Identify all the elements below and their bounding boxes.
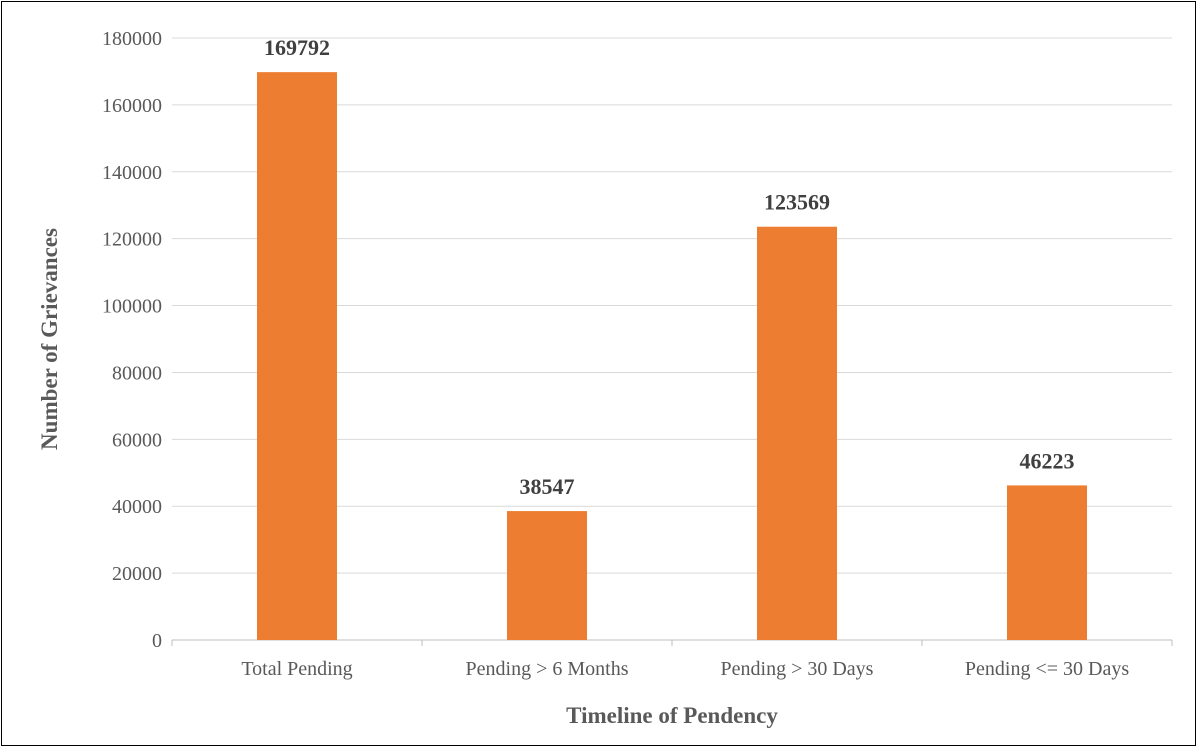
bar: [757, 226, 837, 640]
bars: [257, 72, 1087, 641]
bar: [1007, 485, 1087, 640]
y-tick-label: 100000: [102, 296, 162, 318]
bar-data-label: 123569: [764, 190, 830, 215]
bar: [257, 72, 337, 641]
bar: [507, 511, 587, 640]
y-tick-label: 0: [152, 630, 162, 652]
bar-data-label: 169792: [264, 35, 330, 60]
x-tick-label: Total Pending: [241, 658, 352, 680]
bar-data-label: 38547: [520, 474, 575, 499]
y-tick-label: 180000: [102, 28, 162, 50]
x-axis-ticks: Total Pending Pending > 6 Months Pending >…: [241, 658, 1129, 680]
x-tick-label: Pending <= 30 Days: [965, 658, 1129, 680]
y-axis-ticks: 0 20000 40000 60000 80000 100000 120000 140000 1…: [102, 28, 162, 652]
y-axis-title: Number of Grievances: [37, 228, 62, 450]
y-tick-label: 40000: [112, 496, 162, 518]
y-tick-label: 160000: [102, 95, 162, 117]
gridlines: [171, 37, 1173, 646]
y-tick-label: 140000: [102, 162, 162, 184]
y-tick-label: 120000: [102, 229, 162, 251]
bar-data-label: 46223: [1020, 448, 1075, 473]
y-tick-label: 60000: [112, 429, 162, 451]
y-tick-label: 20000: [112, 563, 162, 585]
data-labels: 169792 38547 123569 46223: [264, 35, 1075, 499]
x-axis-title: Timeline of Pendency: [566, 703, 778, 728]
x-tick-label: Pending > 30 Days: [721, 658, 874, 680]
y-tick-label: 80000: [112, 362, 162, 384]
x-tick-label: Pending > 6 Months: [466, 658, 629, 680]
